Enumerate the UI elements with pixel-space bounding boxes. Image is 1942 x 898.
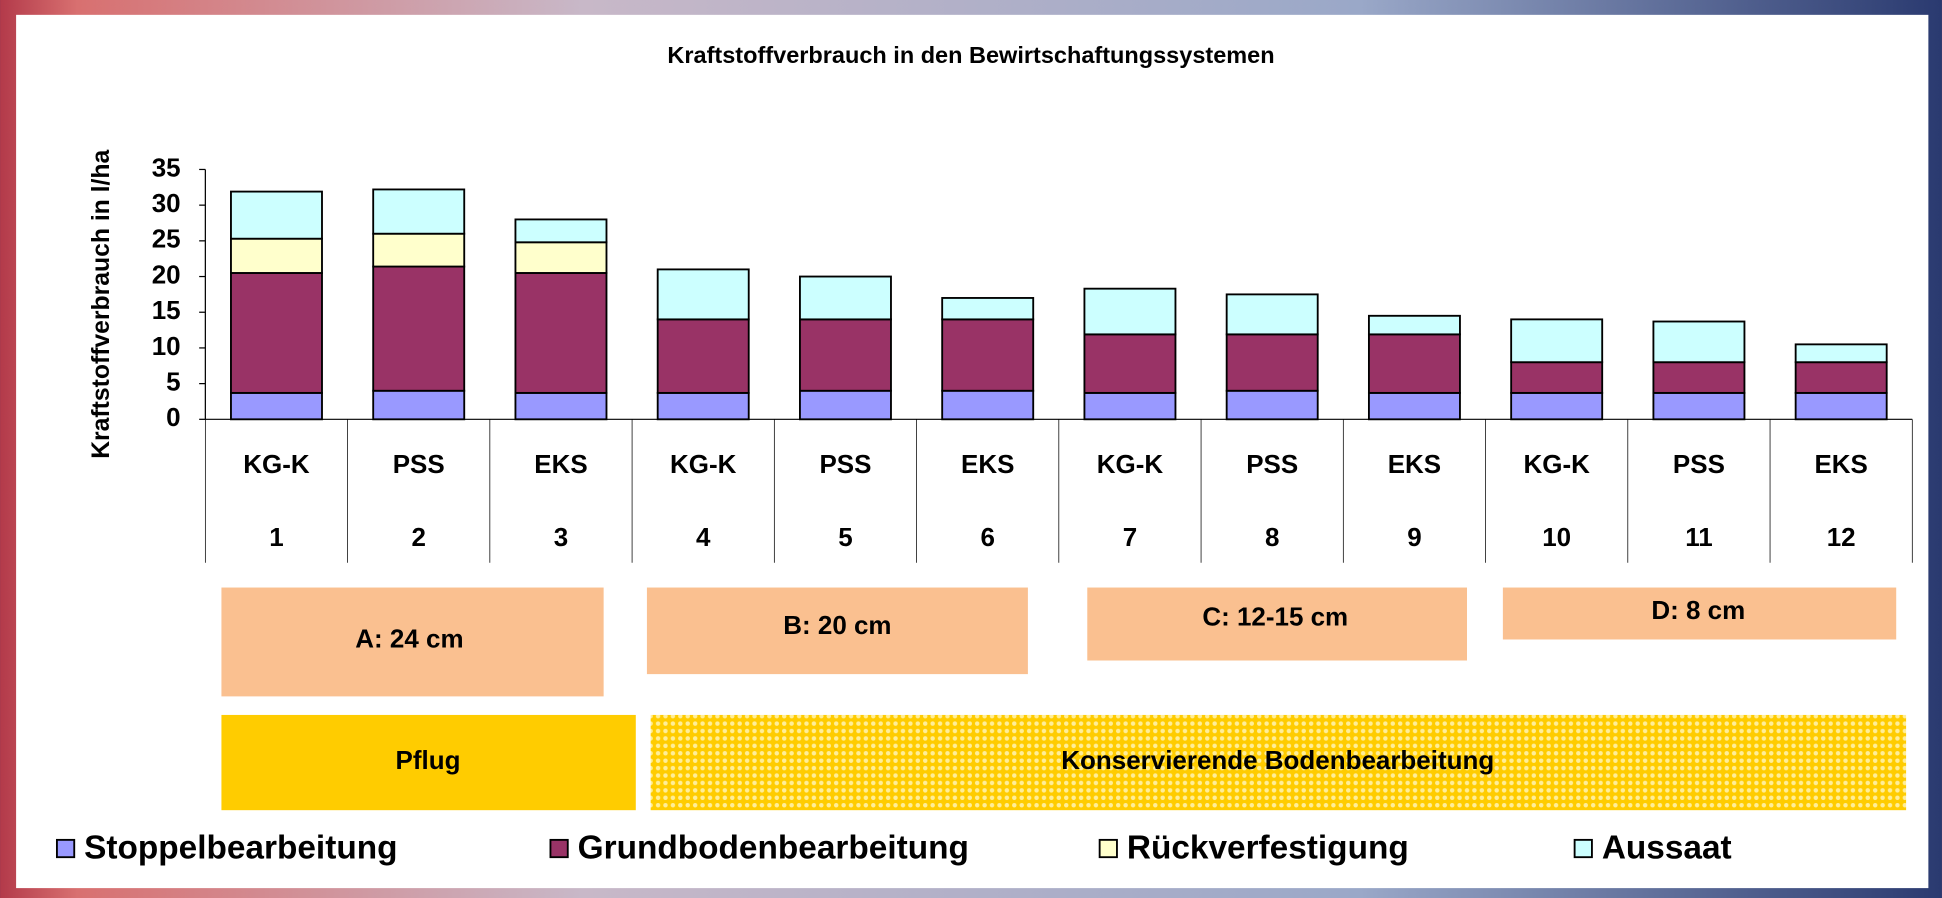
bar-segment bbox=[1794, 391, 1888, 421]
x-tick-number: 10 bbox=[1542, 522, 1571, 552]
x-tick-number: 1 bbox=[269, 522, 283, 552]
x-tick-number: 9 bbox=[1407, 522, 1421, 552]
bar-segment bbox=[1367, 391, 1461, 421]
x-tick-label: PSS bbox=[1673, 449, 1725, 479]
legend-label: Aussaat bbox=[1602, 830, 1732, 867]
bar-segment bbox=[1510, 318, 1604, 364]
x-tick-number: 5 bbox=[838, 522, 852, 552]
x-tick-number: 7 bbox=[1123, 522, 1137, 552]
depth-label: A: 24 cm bbox=[355, 624, 463, 654]
tillage-label: Pflug bbox=[396, 745, 461, 775]
x-tick-label: EKS bbox=[961, 449, 1014, 479]
legend-label: Rückverfestigung bbox=[1127, 830, 1409, 867]
bar-segment bbox=[656, 391, 750, 421]
tillage-box bbox=[650, 714, 1907, 811]
x-tick-label: EKS bbox=[534, 449, 587, 479]
x-tick-number: 11 bbox=[1685, 522, 1712, 552]
x-tick-label: EKS bbox=[1814, 449, 1867, 479]
bar-segment bbox=[514, 218, 608, 244]
depth-label: B: 20 cm bbox=[783, 610, 891, 640]
x-tick-number: 8 bbox=[1265, 522, 1279, 552]
bar-segment bbox=[1367, 314, 1461, 336]
bar-segment bbox=[1652, 391, 1746, 421]
x-tick-number: 6 bbox=[980, 522, 994, 552]
depth-box bbox=[221, 587, 604, 697]
y-tick-label: 10 bbox=[152, 331, 181, 361]
legend-swatch bbox=[1098, 838, 1118, 859]
bar-segment bbox=[230, 391, 323, 421]
bar-segment bbox=[372, 188, 466, 235]
bar-segment bbox=[514, 272, 608, 394]
x-tick-label: KG-K bbox=[1097, 449, 1164, 479]
y-axis-label: Kraftstoffverbrauch in l/ha bbox=[88, 150, 115, 459]
legend-swatch bbox=[1573, 838, 1593, 859]
bar-segment bbox=[1794, 361, 1888, 394]
legend-swatch bbox=[549, 838, 569, 859]
chart-title: Kraftstoffverbrauch in den Bewirtschaftu… bbox=[667, 42, 1274, 68]
bar-segment bbox=[1652, 320, 1746, 364]
bar-segment bbox=[1510, 361, 1604, 394]
x-tick-label: KG-K bbox=[670, 449, 737, 479]
bar-segment bbox=[799, 275, 892, 321]
bar-segment bbox=[372, 389, 466, 421]
bar-segment bbox=[1225, 389, 1319, 421]
bar-segment bbox=[372, 265, 466, 392]
tillage-label: Konservierende Bodenbearbeitung bbox=[1061, 745, 1494, 775]
x-tick-number: 2 bbox=[411, 522, 425, 552]
x-tick-label: PSS bbox=[1246, 449, 1298, 479]
legend-label: Grundbodenbearbeitung bbox=[578, 830, 969, 867]
bar-segment bbox=[1225, 293, 1319, 336]
y-tick-label: 15 bbox=[152, 295, 181, 325]
x-tick-number: 12 bbox=[1827, 522, 1856, 552]
bar-segment bbox=[799, 389, 892, 421]
depth-label: D: 8 cm bbox=[1651, 595, 1745, 625]
depth-label: C: 12-15 cm bbox=[1202, 601, 1348, 631]
y-tick-label: 5 bbox=[166, 366, 180, 396]
bar-segment bbox=[372, 232, 466, 268]
bar-segment bbox=[1083, 333, 1177, 394]
tillage-box bbox=[221, 714, 636, 811]
legend-swatch bbox=[55, 838, 76, 859]
bar-segment bbox=[1652, 361, 1746, 394]
bar-segment bbox=[656, 318, 750, 394]
bar-segment bbox=[514, 391, 608, 421]
x-tick-label: EKS bbox=[1388, 449, 1441, 479]
y-tick-label: 25 bbox=[152, 224, 181, 254]
y-tick-label: 20 bbox=[152, 259, 181, 289]
bar-segment bbox=[941, 389, 1035, 421]
depth-box bbox=[1502, 587, 1897, 640]
depth-box bbox=[646, 587, 1028, 675]
depth-box bbox=[1087, 587, 1468, 661]
bar-segment bbox=[1794, 343, 1888, 364]
y-tick-label: 35 bbox=[152, 152, 181, 182]
bar-segment bbox=[230, 190, 323, 240]
x-tick-label: KG-K bbox=[1523, 449, 1590, 479]
bar-segment bbox=[799, 318, 892, 392]
bar-segment bbox=[1083, 391, 1177, 421]
legend-label: Stoppelbearbeitung bbox=[84, 830, 397, 867]
bar-segment bbox=[1083, 287, 1177, 336]
y-tick-label: 30 bbox=[152, 188, 181, 218]
x-tick-label: KG-K bbox=[243, 449, 310, 479]
x-tick-number: 3 bbox=[554, 522, 568, 552]
x-tick-label: PSS bbox=[819, 449, 871, 479]
bar-segment bbox=[1225, 333, 1319, 392]
bar-segment bbox=[941, 297, 1035, 321]
bar-segment bbox=[230, 272, 323, 394]
bar-segment bbox=[1367, 333, 1461, 394]
bar-segment bbox=[1510, 391, 1604, 421]
bar-segment bbox=[656, 268, 750, 321]
x-tick-number: 4 bbox=[696, 522, 711, 552]
bar-segment bbox=[230, 237, 323, 274]
x-tick-label: PSS bbox=[393, 449, 445, 479]
bar-segment bbox=[514, 241, 608, 274]
y-tick-label: 0 bbox=[166, 402, 180, 432]
bar-segment bbox=[941, 318, 1035, 392]
